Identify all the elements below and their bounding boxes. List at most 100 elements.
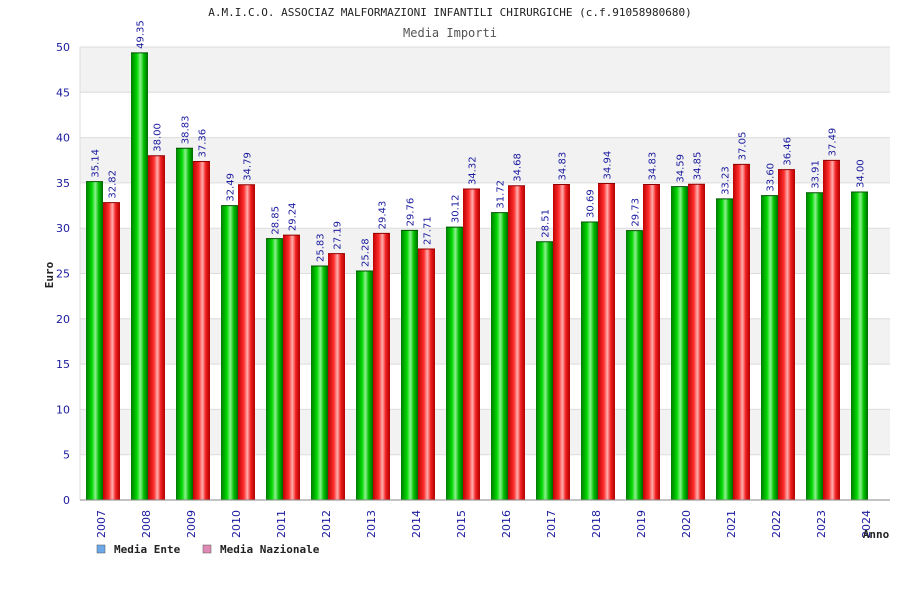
- bar-media-ente: [311, 265, 328, 500]
- value-label: 49.35: [136, 20, 147, 49]
- bar-media-nazionale: [328, 253, 345, 500]
- x-tick-label: 2018: [590, 510, 603, 538]
- bar-media-nazionale: [733, 164, 750, 500]
- x-tick-label: 2012: [320, 510, 333, 538]
- y-tick-label: 25: [56, 268, 70, 281]
- x-tick-label: 2016: [500, 510, 513, 538]
- value-label: 34.83: [558, 152, 569, 181]
- value-label: 33.91: [811, 160, 822, 189]
- bar-media-nazionale: [823, 160, 840, 500]
- x-axis-label: Anno: [863, 528, 890, 541]
- bar-media-nazionale: [103, 202, 120, 500]
- bar-media-nazionale: [193, 161, 210, 500]
- value-label: 34.83: [648, 152, 659, 181]
- y-tick-label: 50: [56, 41, 70, 54]
- value-label: 30.12: [451, 194, 462, 223]
- value-label: 25.28: [361, 238, 372, 267]
- bar-media-nazionale: [778, 169, 795, 500]
- y-tick-label: 10: [56, 403, 70, 416]
- value-label: 29.24: [288, 202, 299, 231]
- value-label: 27.19: [333, 221, 344, 250]
- value-label: 38.00: [153, 123, 164, 152]
- grid-band: [80, 228, 890, 274]
- legend-label-media-nazionale: Media Nazionale: [220, 543, 320, 556]
- value-label: 33.23: [721, 166, 732, 195]
- bar-media-nazionale: [553, 184, 570, 501]
- y-axis-ticks: 0 5 10 15 20 25 30 35 40 45 50: [56, 41, 70, 507]
- bar-media-ente: [626, 230, 643, 501]
- y-tick-label: 0: [63, 494, 70, 507]
- bar-media-ente: [86, 181, 103, 501]
- y-tick-label: 15: [56, 358, 70, 371]
- x-tick-label: 2014: [410, 510, 423, 538]
- value-label: 31.72: [496, 180, 507, 209]
- grid-band: [80, 47, 890, 93]
- legend-label-media-ente: Media Ente: [114, 543, 181, 556]
- y-tick-label: 30: [56, 222, 70, 235]
- x-tick-label: 2024: [860, 510, 873, 538]
- x-tick-label: 2023: [815, 510, 828, 538]
- bar-media-ente: [536, 241, 553, 500]
- bar-media-ente: [131, 52, 148, 500]
- value-label: 34.85: [693, 152, 704, 181]
- bar-media-ente: [356, 270, 373, 500]
- value-label: 33.60: [766, 163, 777, 192]
- plot-background: [79, 46, 890, 501]
- y-tick-label: 45: [56, 86, 70, 99]
- value-label: 29.76: [406, 198, 417, 227]
- bar-media-ente: [446, 227, 463, 500]
- value-label: 34.68: [513, 153, 524, 182]
- bar-media-nazionale: [148, 155, 165, 500]
- bar-media-ente: [491, 212, 508, 500]
- grid-band: [80, 137, 890, 183]
- x-tick-label: 2021: [725, 510, 738, 538]
- x-tick-label: 2022: [770, 510, 783, 538]
- value-labels-group: 35.14 32.82 49.35 38.00 38.83 37.36 32.49 34.79…: [91, 20, 867, 267]
- value-label: 37.36: [198, 129, 209, 158]
- value-label: 28.85: [271, 206, 282, 235]
- bar-media-nazionale: [283, 235, 300, 500]
- bar-media-nazionale: [373, 233, 390, 500]
- value-label: 25.83: [316, 233, 327, 262]
- bar-media-nazionale: [598, 183, 615, 500]
- bar-media-ente: [401, 230, 418, 501]
- value-label: 29.43: [378, 201, 389, 230]
- chart-title: A.M.I.C.O. ASSOCIAZ MALFORMAZIONI INFANT…: [208, 6, 691, 19]
- bar-media-nazionale: [463, 189, 480, 501]
- x-tick-label: 2007: [95, 510, 108, 538]
- grid-band: [80, 182, 890, 229]
- value-label: 27.71: [423, 216, 434, 245]
- x-tick-label: 2009: [185, 510, 198, 538]
- value-label: 29.73: [631, 198, 642, 227]
- bars-group: [86, 52, 868, 501]
- value-label: 34.00: [856, 159, 867, 188]
- value-label: 34.94: [603, 151, 614, 180]
- value-label: 37.49: [828, 128, 839, 157]
- value-label: 32.49: [226, 173, 237, 202]
- bar-media-ente: [671, 186, 688, 500]
- value-label: 36.46: [783, 137, 794, 166]
- chart-subtitle: Media Importi: [403, 26, 497, 40]
- grid-band: [80, 409, 890, 455]
- x-tick-label: 2010: [230, 510, 243, 538]
- value-label: 28.51: [541, 209, 552, 238]
- x-tick-label: 2020: [680, 510, 693, 538]
- bar-media-nazionale: [418, 248, 435, 500]
- bar-media-ente: [761, 195, 778, 501]
- x-tick-label: 2015: [455, 510, 468, 538]
- value-label: 30.69: [586, 189, 597, 218]
- bar-media-nazionale: [688, 184, 705, 500]
- value-label: 32.82: [108, 170, 119, 199]
- value-label: 37.05: [738, 132, 749, 161]
- y-tick-label: 35: [56, 177, 70, 190]
- bar-media-ente: [851, 191, 868, 500]
- value-label: 34.59: [676, 154, 687, 183]
- grid-band: [80, 273, 890, 319]
- x-axis-ticks: 2007 2008 2009 2010 2011 2012 2013 2014 2015 2016…: [95, 510, 873, 538]
- bar-media-ente: [176, 148, 193, 500]
- value-label: 35.14: [91, 149, 102, 178]
- x-tick-label: 2008: [140, 510, 153, 538]
- y-tick-label: 20: [56, 313, 70, 326]
- bar-media-ente: [266, 238, 283, 500]
